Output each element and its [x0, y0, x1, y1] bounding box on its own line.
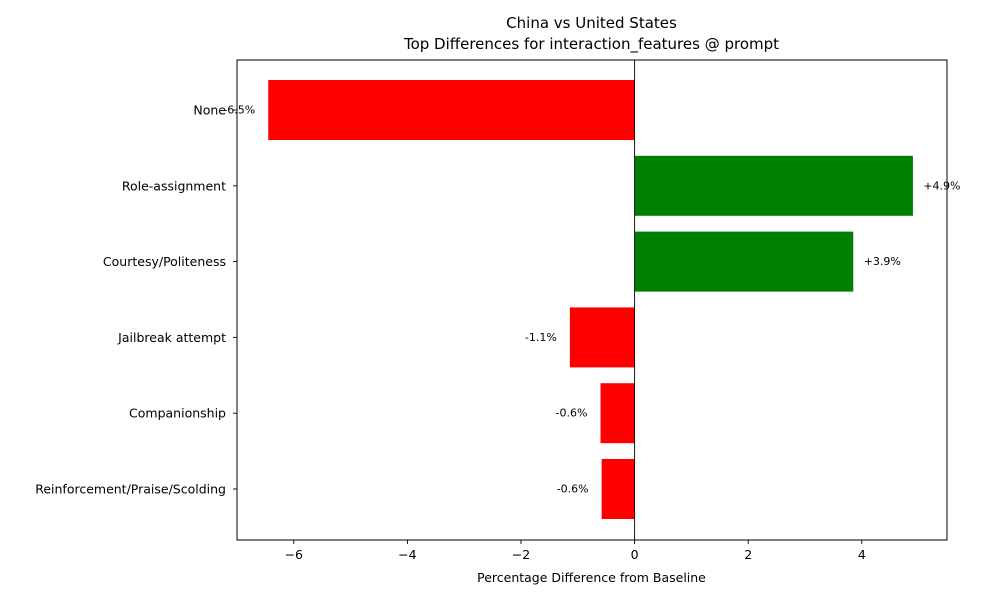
x-tick-label: −4: [398, 547, 416, 562]
data-label: -1.1%: [525, 331, 557, 344]
x-axis-label: Percentage Difference from Baseline: [477, 570, 706, 585]
y-tick-label: Reinforcement/Praise/Scolding: [35, 482, 226, 497]
bar: [600, 383, 635, 444]
data-label: -6.5%: [223, 104, 255, 117]
x-tick-label: −6: [285, 547, 303, 562]
y-tick-label: None: [193, 103, 226, 118]
bar: [601, 459, 635, 519]
y-tick-label: Role-assignment: [122, 178, 226, 193]
bar: [268, 80, 635, 140]
y-tick-label: Companionship: [129, 406, 226, 421]
bar: [634, 231, 854, 292]
x-tick-label: 4: [858, 547, 866, 562]
data-label: +3.9%: [864, 255, 901, 268]
x-tick-label: 2: [744, 547, 752, 562]
data-label: +4.9%: [923, 179, 960, 192]
chart-title: China vs United States: [506, 14, 677, 32]
bar: [634, 155, 913, 216]
plot-frame: [236, 59, 948, 541]
data-label: -0.6%: [557, 483, 589, 496]
x-tick-label: −2: [512, 547, 530, 562]
chart-subtitle: Top Differences for interaction_features…: [403, 35, 779, 54]
y-tick-label: Jailbreak attempt: [117, 330, 226, 345]
bar: [569, 307, 635, 368]
plot-area: −6 −4 −2 0 2 4 None Role-assignment Courtesy/Pol…: [35, 59, 961, 562]
data-label: -0.6%: [556, 407, 588, 420]
y-tick-label: Courtesy/Politeness: [103, 254, 226, 269]
x-tick-label: 0: [631, 547, 639, 562]
